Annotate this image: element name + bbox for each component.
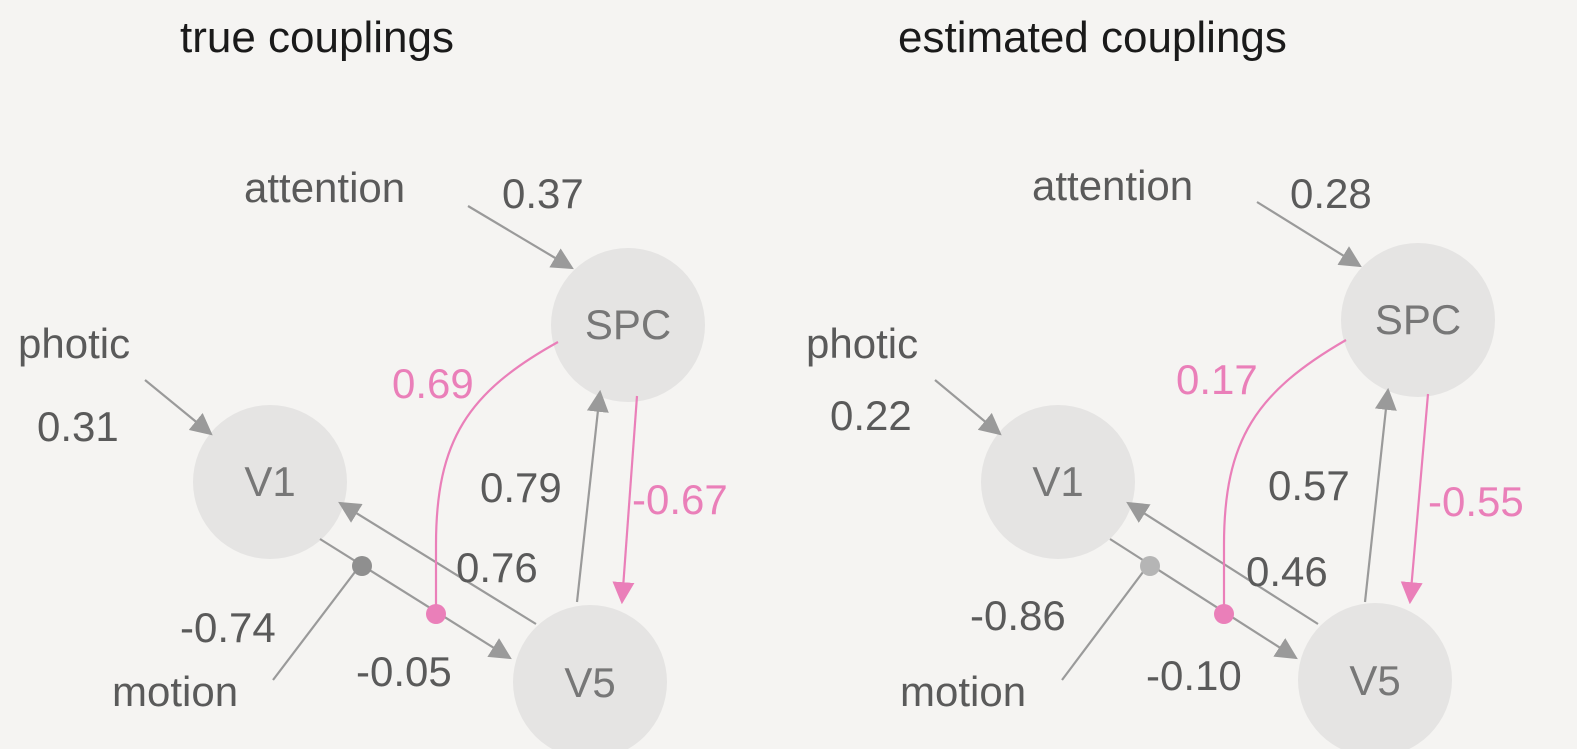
v5-node [513, 605, 667, 749]
spc-v5-value: -0.67 [632, 476, 728, 523]
v1-node [981, 405, 1135, 559]
v1-v5-value: -0.10 [1146, 652, 1242, 699]
v5-label: V5 [1349, 657, 1400, 704]
attention-label: attention [244, 164, 405, 211]
photic-v1-value: 0.22 [830, 392, 912, 439]
motion-modulation-dot [1140, 556, 1160, 576]
panel-title: true couplings [180, 13, 454, 62]
motion-label: motion [112, 668, 238, 715]
spc-node [551, 248, 705, 402]
spc-modulation-curve [434, 341, 559, 610]
attention-spc-value: 0.37 [502, 170, 584, 217]
v5-to-spc-arrow [1363, 387, 1397, 603]
spc-modulation-value: 0.17 [1176, 356, 1258, 403]
v1-label: V1 [244, 458, 295, 505]
motion-label: motion [900, 668, 1026, 715]
v1-to-v5-arrow [319, 538, 512, 660]
spc-to-v5-arrow [612, 395, 639, 605]
attention-to-spc-arrow [467, 205, 574, 270]
spc-modulation-curve [1222, 339, 1347, 610]
v5-label: V5 [564, 659, 615, 706]
photic-label: photic [806, 320, 918, 367]
spc-v5-value: -0.55 [1428, 478, 1524, 525]
spc-modulation-value: 0.69 [392, 360, 474, 407]
photic-to-v1-arrow [934, 379, 1002, 436]
v5-node [1298, 603, 1452, 749]
panel-title: estimated couplings [898, 13, 1287, 62]
v5-to-spc-arrow [575, 389, 609, 603]
spc-modulation-dot [1214, 604, 1234, 624]
spc-to-v5-arrow [1400, 393, 1430, 605]
spc-node [1341, 243, 1495, 397]
v1-label: V1 [1032, 458, 1083, 505]
spc-modulation-dot [426, 604, 446, 624]
motion-modulation-dot [352, 556, 372, 576]
v1-v5-value: -0.05 [356, 648, 452, 695]
motion-modulation-value: -0.74 [180, 604, 276, 651]
attention-label: attention [1032, 162, 1193, 209]
photic-to-v1-arrow [144, 379, 213, 436]
v1-to-v5-arrow [1109, 538, 1298, 660]
motion-modulation-line [272, 567, 359, 681]
photic-v1-value: 0.31 [37, 403, 119, 450]
v5-v1-value: 0.76 [456, 544, 538, 591]
v1-node [193, 405, 347, 559]
photic-label: photic [18, 320, 130, 367]
v5-spc-value: 0.79 [480, 464, 562, 511]
spc-label: SPC [585, 301, 671, 348]
v5-spc-value: 0.57 [1268, 462, 1350, 509]
v5-v1-value: 0.46 [1246, 548, 1328, 595]
v5-to-v1-arrow [338, 501, 537, 625]
panel-estimated-couplings: estimated couplings SPC V1 V5 attention … [806, 13, 1524, 749]
attention-spc-value: 0.28 [1290, 170, 1372, 217]
panel-true-couplings: true couplings SPC V1 V5 attention photi… [18, 13, 728, 749]
spc-label: SPC [1375, 296, 1461, 343]
attention-to-spc-arrow [1256, 201, 1362, 268]
motion-modulation-line [1061, 567, 1147, 681]
motion-modulation-value: -0.86 [970, 592, 1066, 639]
